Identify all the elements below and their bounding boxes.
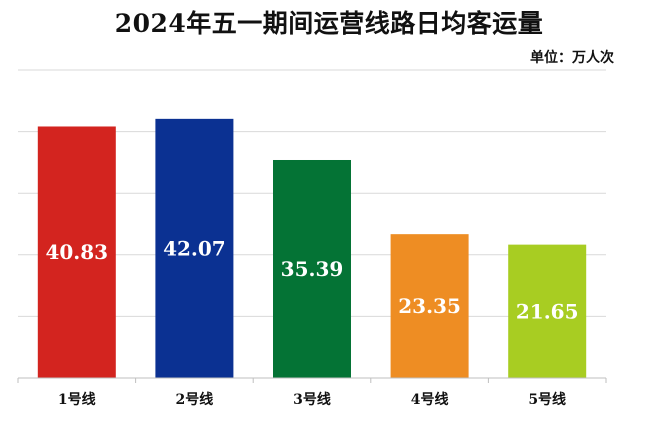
- chart-title: 2024年五一期间运营线路日均客运量: [114, 9, 544, 38]
- data-label-5: 21.65: [516, 299, 579, 323]
- data-label-3: 35.39: [281, 257, 344, 281]
- category-label-2: 2号线: [176, 391, 214, 408]
- data-labels: 40.83 42.07 35.39 23.35 21.65: [45, 236, 578, 323]
- bar-4: [390, 234, 469, 378]
- bar-2: [155, 118, 234, 378]
- category-label-3: 3号线: [293, 391, 331, 408]
- bar-5: [508, 244, 587, 378]
- data-label-2: 42.07: [163, 236, 226, 260]
- data-label-1: 40.83: [45, 240, 108, 264]
- category-label-5: 5号线: [528, 391, 566, 408]
- bar-1: [37, 126, 116, 378]
- unit-label: 单位：万人次: [530, 50, 614, 66]
- data-label-4: 23.35: [398, 294, 461, 318]
- x-axis: 1号线 2号线 3号线 4号线 5号线: [17, 377, 607, 408]
- bar-3: [273, 159, 351, 378]
- category-label-4: 4号线: [411, 391, 449, 408]
- category-label-1: 1号线: [58, 391, 96, 408]
- bars: [37, 118, 587, 378]
